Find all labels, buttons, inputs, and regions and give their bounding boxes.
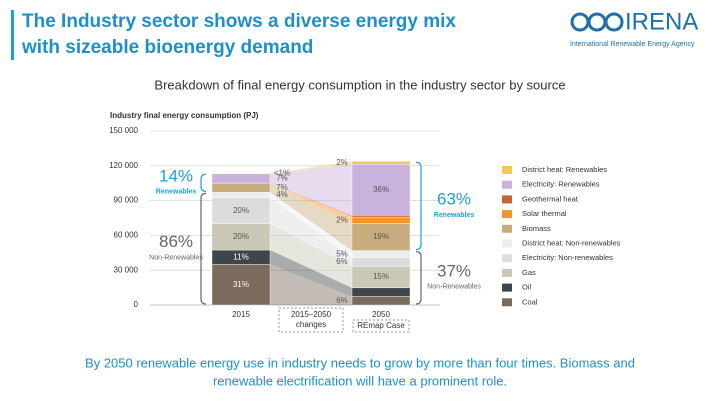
scenario-box: [352, 319, 410, 333]
legend-swatch: [502, 224, 512, 233]
change-box: [278, 307, 344, 333]
logo-subtitle: International Renewable Energy Agency: [570, 41, 695, 48]
bar-segment: [351, 257, 411, 267]
x-tick-label: 2050: [372, 310, 390, 319]
share-label: 20%: [233, 206, 249, 215]
bar-segment: [351, 250, 411, 258]
logo-icon: [570, 12, 624, 32]
y-tick-label: 0: [134, 300, 139, 309]
legend-label: Coal: [522, 297, 538, 306]
footer-text: By 2050 renewable energy use in industry…: [85, 355, 635, 370]
change-flow: [270, 250, 352, 297]
group-label: Non-Renewables: [149, 255, 203, 262]
bar-segment: [211, 197, 271, 224]
bar-segment: [351, 215, 411, 218]
legend-label: Solar thermal: [522, 209, 567, 218]
legend-label: Geothermal heat: [522, 194, 579, 203]
legend-swatch: [502, 195, 512, 204]
legend-label: Biomass: [522, 224, 551, 233]
group-label: Non-Renewables: [427, 284, 481, 291]
change-flow: [270, 223, 352, 288]
group-bracket: [200, 192, 207, 305]
share-label: 20%: [233, 232, 249, 241]
y-tick-label: 150 000: [109, 126, 138, 135]
x-tick-label: 2015: [232, 310, 250, 319]
group-share: 37%: [437, 261, 471, 280]
bar-segment: [211, 264, 271, 306]
group-share: 63%: [437, 189, 471, 208]
legend-label: Electricity: Renewables: [522, 180, 600, 189]
legend-label: Gas: [522, 268, 536, 277]
group-bracket: [415, 250, 422, 305]
change-flow: [270, 161, 352, 174]
bar-segment: [211, 173, 271, 175]
legend-label: District heat: Renewables: [522, 165, 607, 174]
change-flow: [270, 164, 352, 216]
group-share: 14%: [159, 166, 193, 185]
y-tick-label: 90 000: [114, 196, 139, 205]
bar-segment: [351, 216, 411, 224]
bar-segment: [211, 223, 271, 251]
legend-swatch: [502, 210, 512, 219]
share-label: 5%: [336, 249, 348, 258]
bar-segment: [351, 287, 411, 297]
share-label: 36%: [373, 185, 389, 194]
change-flow: [270, 183, 352, 251]
change-flow: [270, 183, 352, 224]
slide-title: with sizeable bioenergy demand: [21, 37, 313, 58]
title-accent: [11, 10, 14, 60]
scenario-label: REmap Case: [357, 321, 405, 330]
share-label: 2%: [336, 215, 348, 224]
legend-label: Oil: [522, 283, 532, 292]
bar-segment: [211, 192, 271, 198]
share-label: 31%: [233, 280, 249, 289]
y-tick-label: 30 000: [114, 265, 139, 274]
share-label: <1%: [274, 169, 290, 178]
bar-segment: [351, 296, 411, 306]
x-tick-label: 2015–2050: [291, 310, 332, 319]
slide-title: The Industry sector shows a diverse ener…: [22, 11, 456, 32]
share-label: 15%: [373, 272, 389, 281]
share-label: 19%: [373, 232, 389, 241]
legend-swatch: [502, 180, 512, 189]
chart-title: Breakdown of final energy consumption in…: [154, 77, 565, 92]
legend-swatch: [502, 166, 512, 174]
legend-swatch: [502, 254, 512, 263]
change-flow: [270, 264, 352, 305]
legend-swatch: [502, 239, 512, 248]
legend-swatch: [502, 298, 512, 307]
legend-swatch: [502, 268, 512, 277]
bar-segment: [211, 173, 271, 184]
bar-segment: [351, 161, 411, 165]
legend-swatch: [502, 283, 512, 292]
y-axis-label: Industry final energy consumption (PJ): [110, 111, 259, 120]
change-flow: [270, 183, 352, 218]
share-label: 7%: [276, 174, 288, 183]
group-share: 86%: [159, 232, 193, 251]
legend-label: District heat: Non-renewables: [522, 238, 621, 247]
group-label: Renewables: [156, 189, 197, 196]
share-label: 11%: [233, 252, 248, 261]
share-label: 6%: [336, 257, 348, 266]
y-tick-label: 120 000: [109, 161, 138, 170]
footer-text: renewable electrification will have a pr…: [213, 373, 507, 388]
group-bracket: [200, 173, 207, 192]
share-label: 2%: [336, 158, 348, 167]
group-bracket: [415, 161, 422, 251]
change-flow: [270, 197, 352, 267]
x-tick-label: changes: [296, 320, 326, 329]
legend-label: Electricity: Non-renewables: [522, 253, 613, 262]
bar-segment: [351, 164, 411, 216]
group-label: Renewables: [434, 212, 475, 219]
share-label: 4%: [276, 190, 288, 199]
bar-segment: [211, 182, 271, 193]
share-label: 7%: [276, 183, 288, 192]
change-flow: [270, 192, 352, 258]
logo: IRENA: [625, 8, 698, 35]
share-label: 6%: [336, 296, 348, 305]
y-tick-label: 60 000: [114, 231, 139, 240]
